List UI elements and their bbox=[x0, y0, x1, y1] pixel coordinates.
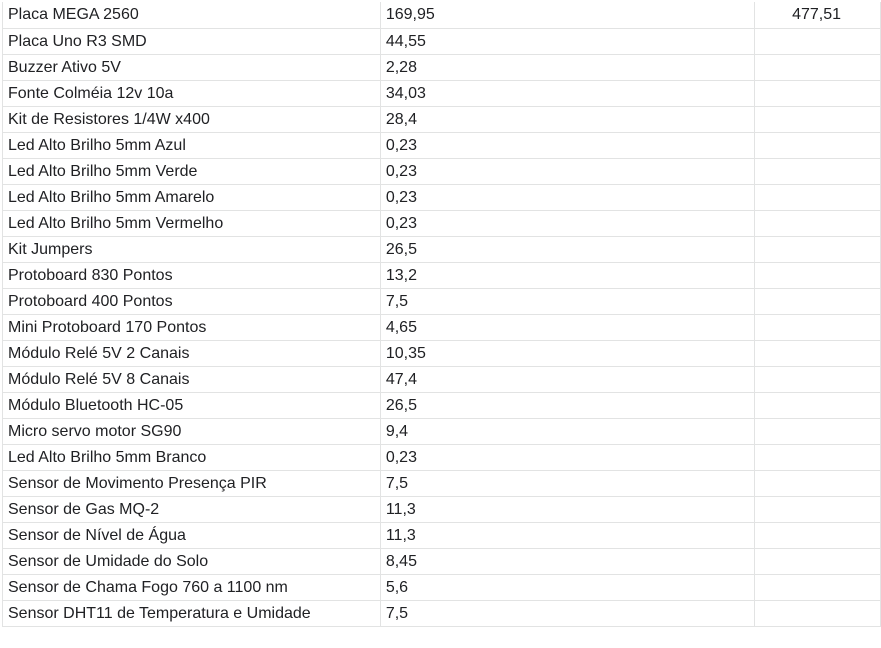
cell-price[interactable]: 13,2 bbox=[380, 262, 756, 289]
cell-item-name[interactable]: Módulo Bluetooth HC-05 bbox=[2, 392, 381, 419]
table-row: Sensor DHT11 de Temperatura e Umidade 7,5 bbox=[2, 600, 881, 627]
cell-item-name[interactable]: Sensor de Chama Fogo 760 a 1100 nm bbox=[2, 574, 381, 601]
cell-price[interactable]: 28,4 bbox=[380, 106, 756, 133]
cell-total[interactable] bbox=[754, 132, 881, 159]
cell-item-name[interactable]: Placa Uno R3 SMD bbox=[2, 28, 381, 55]
cell-total[interactable] bbox=[754, 80, 881, 107]
cell-total[interactable]: 477,51 bbox=[754, 2, 881, 29]
table-row: Protoboard 400 Pontos 7,5 bbox=[2, 288, 881, 315]
table-row: Buzzer Ativo 5V 2,28 bbox=[2, 54, 881, 81]
table-row: Sensor de Umidade do Solo 8,45 bbox=[2, 548, 881, 575]
cell-item-name[interactable]: Placa MEGA 2560 bbox=[2, 2, 381, 29]
cell-item-name[interactable]: Protoboard 400 Pontos bbox=[2, 288, 381, 315]
table-row: Kit Jumpers 26,5 bbox=[2, 236, 881, 263]
cell-total[interactable] bbox=[754, 210, 881, 237]
cell-total[interactable] bbox=[754, 444, 881, 471]
cell-item-name[interactable]: Fonte Colméia 12v 10a bbox=[2, 80, 381, 107]
cell-price[interactable]: 44,55 bbox=[380, 28, 756, 55]
table-row: Placa Uno R3 SMD 44,55 bbox=[2, 28, 881, 55]
cell-item-name[interactable]: Sensor de Gas MQ-2 bbox=[2, 496, 381, 523]
table-row: Sensor de Chama Fogo 760 a 1100 nm 5,6 bbox=[2, 574, 881, 601]
cell-price[interactable]: 0,23 bbox=[380, 132, 756, 159]
table-row: Placa MEGA 2560 169,95 477,51 bbox=[2, 2, 881, 29]
table-row: Mini Protoboard 170 Pontos 4,65 bbox=[2, 314, 881, 341]
cell-price[interactable]: 0,23 bbox=[380, 444, 756, 471]
cell-total[interactable] bbox=[754, 392, 881, 419]
cell-total[interactable] bbox=[754, 236, 881, 263]
cell-item-name[interactable]: Led Alto Brilho 5mm Azul bbox=[2, 132, 381, 159]
cell-price[interactable]: 26,5 bbox=[380, 392, 756, 419]
cell-total[interactable] bbox=[754, 54, 881, 81]
cell-total[interactable] bbox=[754, 28, 881, 55]
cell-total[interactable] bbox=[754, 314, 881, 341]
cell-price[interactable]: 0,23 bbox=[380, 210, 756, 237]
table-row: Sensor de Nível de Água 11,3 bbox=[2, 522, 881, 549]
cell-price[interactable]: 47,4 bbox=[380, 366, 756, 393]
cell-price[interactable]: 26,5 bbox=[380, 236, 756, 263]
cell-item-name[interactable]: Sensor de Movimento Presença PIR bbox=[2, 470, 381, 497]
cell-price[interactable]: 11,3 bbox=[380, 522, 756, 549]
cell-total[interactable] bbox=[754, 470, 881, 497]
table-row: Sensor de Movimento Presença PIR 7,5 bbox=[2, 470, 881, 497]
spreadsheet-body: Placa MEGA 2560 169,95 477,51 Placa Uno R3 … bbox=[2, 2, 881, 627]
cell-item-name[interactable]: Led Alto Brilho 5mm Branco bbox=[2, 444, 381, 471]
cell-price[interactable]: 7,5 bbox=[380, 470, 756, 497]
cell-total[interactable] bbox=[754, 106, 881, 133]
cell-item-name[interactable]: Micro servo motor SG90 bbox=[2, 418, 381, 445]
cell-price[interactable]: 10,35 bbox=[380, 340, 756, 367]
table-row: Led Alto Brilho 5mm Verde 0,23 bbox=[2, 158, 881, 185]
cell-price[interactable]: 9,4 bbox=[380, 418, 756, 445]
table-row: Fonte Colméia 12v 10a 34,03 bbox=[2, 80, 881, 107]
cell-item-name[interactable]: Sensor DHT11 de Temperatura e Umidade bbox=[2, 600, 381, 627]
table-row: Módulo Bluetooth HC-05 26,5 bbox=[2, 392, 881, 419]
cell-price[interactable]: 34,03 bbox=[380, 80, 756, 107]
cell-price[interactable]: 7,5 bbox=[380, 600, 756, 627]
cell-total[interactable] bbox=[754, 158, 881, 185]
cell-total[interactable] bbox=[754, 288, 881, 315]
cell-total[interactable] bbox=[754, 522, 881, 549]
cell-total[interactable] bbox=[754, 548, 881, 575]
cell-item-name[interactable]: Led Alto Brilho 5mm Amarelo bbox=[2, 184, 381, 211]
cell-item-name[interactable]: Buzzer Ativo 5V bbox=[2, 54, 381, 81]
cell-item-name[interactable]: Kit de Resistores 1/4W x400 bbox=[2, 106, 381, 133]
cell-price[interactable]: 8,45 bbox=[380, 548, 756, 575]
cell-item-name[interactable]: Protoboard 830 Pontos bbox=[2, 262, 381, 289]
table-row: Kit de Resistores 1/4W x400 28,4 bbox=[2, 106, 881, 133]
cell-total[interactable] bbox=[754, 418, 881, 445]
table-row: Led Alto Brilho 5mm Amarelo 0,23 bbox=[2, 184, 881, 211]
cell-total[interactable] bbox=[754, 600, 881, 627]
cell-price[interactable]: 0,23 bbox=[380, 184, 756, 211]
table-row: Módulo Relé 5V 2 Canais 10,35 bbox=[2, 340, 881, 367]
table-row: Micro servo motor SG90 9,4 bbox=[2, 418, 881, 445]
table-row: Sensor de Gas MQ-2 11,3 bbox=[2, 496, 881, 523]
cell-item-name[interactable]: Sensor de Umidade do Solo bbox=[2, 548, 381, 575]
cell-item-name[interactable]: Led Alto Brilho 5mm Verde bbox=[2, 158, 381, 185]
cell-total[interactable] bbox=[754, 340, 881, 367]
spreadsheet-grid: Placa MEGA 2560 169,95 477,51 Placa Uno R3 … bbox=[2, 2, 881, 627]
cell-item-name[interactable]: Módulo Relé 5V 2 Canais bbox=[2, 340, 381, 367]
cell-price[interactable]: 7,5 bbox=[380, 288, 756, 315]
cell-item-name[interactable]: Sensor de Nível de Água bbox=[2, 522, 381, 549]
cell-item-name[interactable]: Led Alto Brilho 5mm Vermelho bbox=[2, 210, 381, 237]
cell-price[interactable]: 4,65 bbox=[380, 314, 756, 341]
cell-total[interactable] bbox=[754, 262, 881, 289]
cell-price[interactable]: 5,6 bbox=[380, 574, 756, 601]
table-row: Módulo Relé 5V 8 Canais 47,4 bbox=[2, 366, 881, 393]
cell-total[interactable] bbox=[754, 574, 881, 601]
cell-item-name[interactable]: Mini Protoboard 170 Pontos bbox=[2, 314, 381, 341]
table-row: Led Alto Brilho 5mm Azul 0,23 bbox=[2, 132, 881, 159]
cell-item-name[interactable]: Kit Jumpers bbox=[2, 236, 381, 263]
cell-price[interactable]: 11,3 bbox=[380, 496, 756, 523]
cell-total[interactable] bbox=[754, 366, 881, 393]
table-row: Led Alto Brilho 5mm Vermelho 0,23 bbox=[2, 210, 881, 237]
cell-item-name[interactable]: Módulo Relé 5V 8 Canais bbox=[2, 366, 381, 393]
cell-price[interactable]: 169,95 bbox=[380, 2, 756, 29]
cell-total[interactable] bbox=[754, 184, 881, 211]
cell-price[interactable]: 0,23 bbox=[380, 158, 756, 185]
table-row: Led Alto Brilho 5mm Branco 0,23 bbox=[2, 444, 881, 471]
cell-total[interactable] bbox=[754, 496, 881, 523]
table-row: Protoboard 830 Pontos 13,2 bbox=[2, 262, 881, 289]
cell-price[interactable]: 2,28 bbox=[380, 54, 756, 81]
